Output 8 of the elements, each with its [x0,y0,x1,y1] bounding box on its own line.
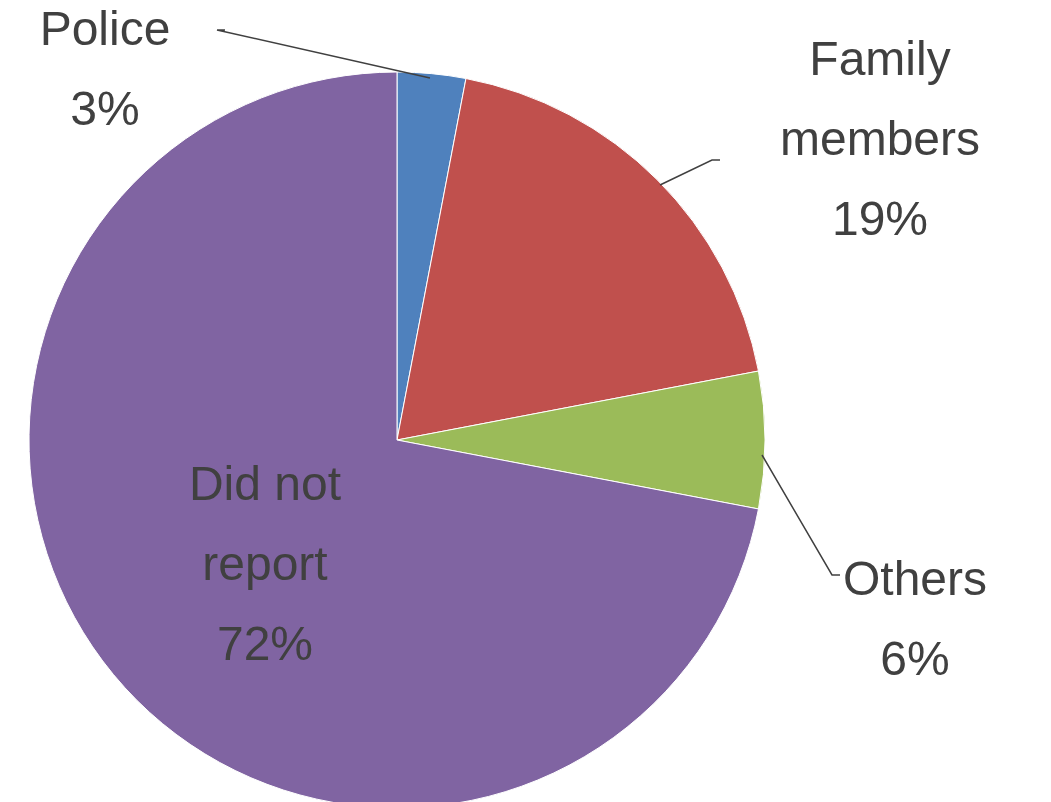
data-label: 3% [70,82,140,135]
slice-label: Family members [779,32,981,165]
data-label: 72% [216,617,314,670]
slice-label: Others [842,552,988,605]
data-label: 19% [831,192,929,245]
data-label: 6% [880,632,950,685]
slice-label: Police [39,2,171,55]
slice-label: Did not report [188,457,342,590]
